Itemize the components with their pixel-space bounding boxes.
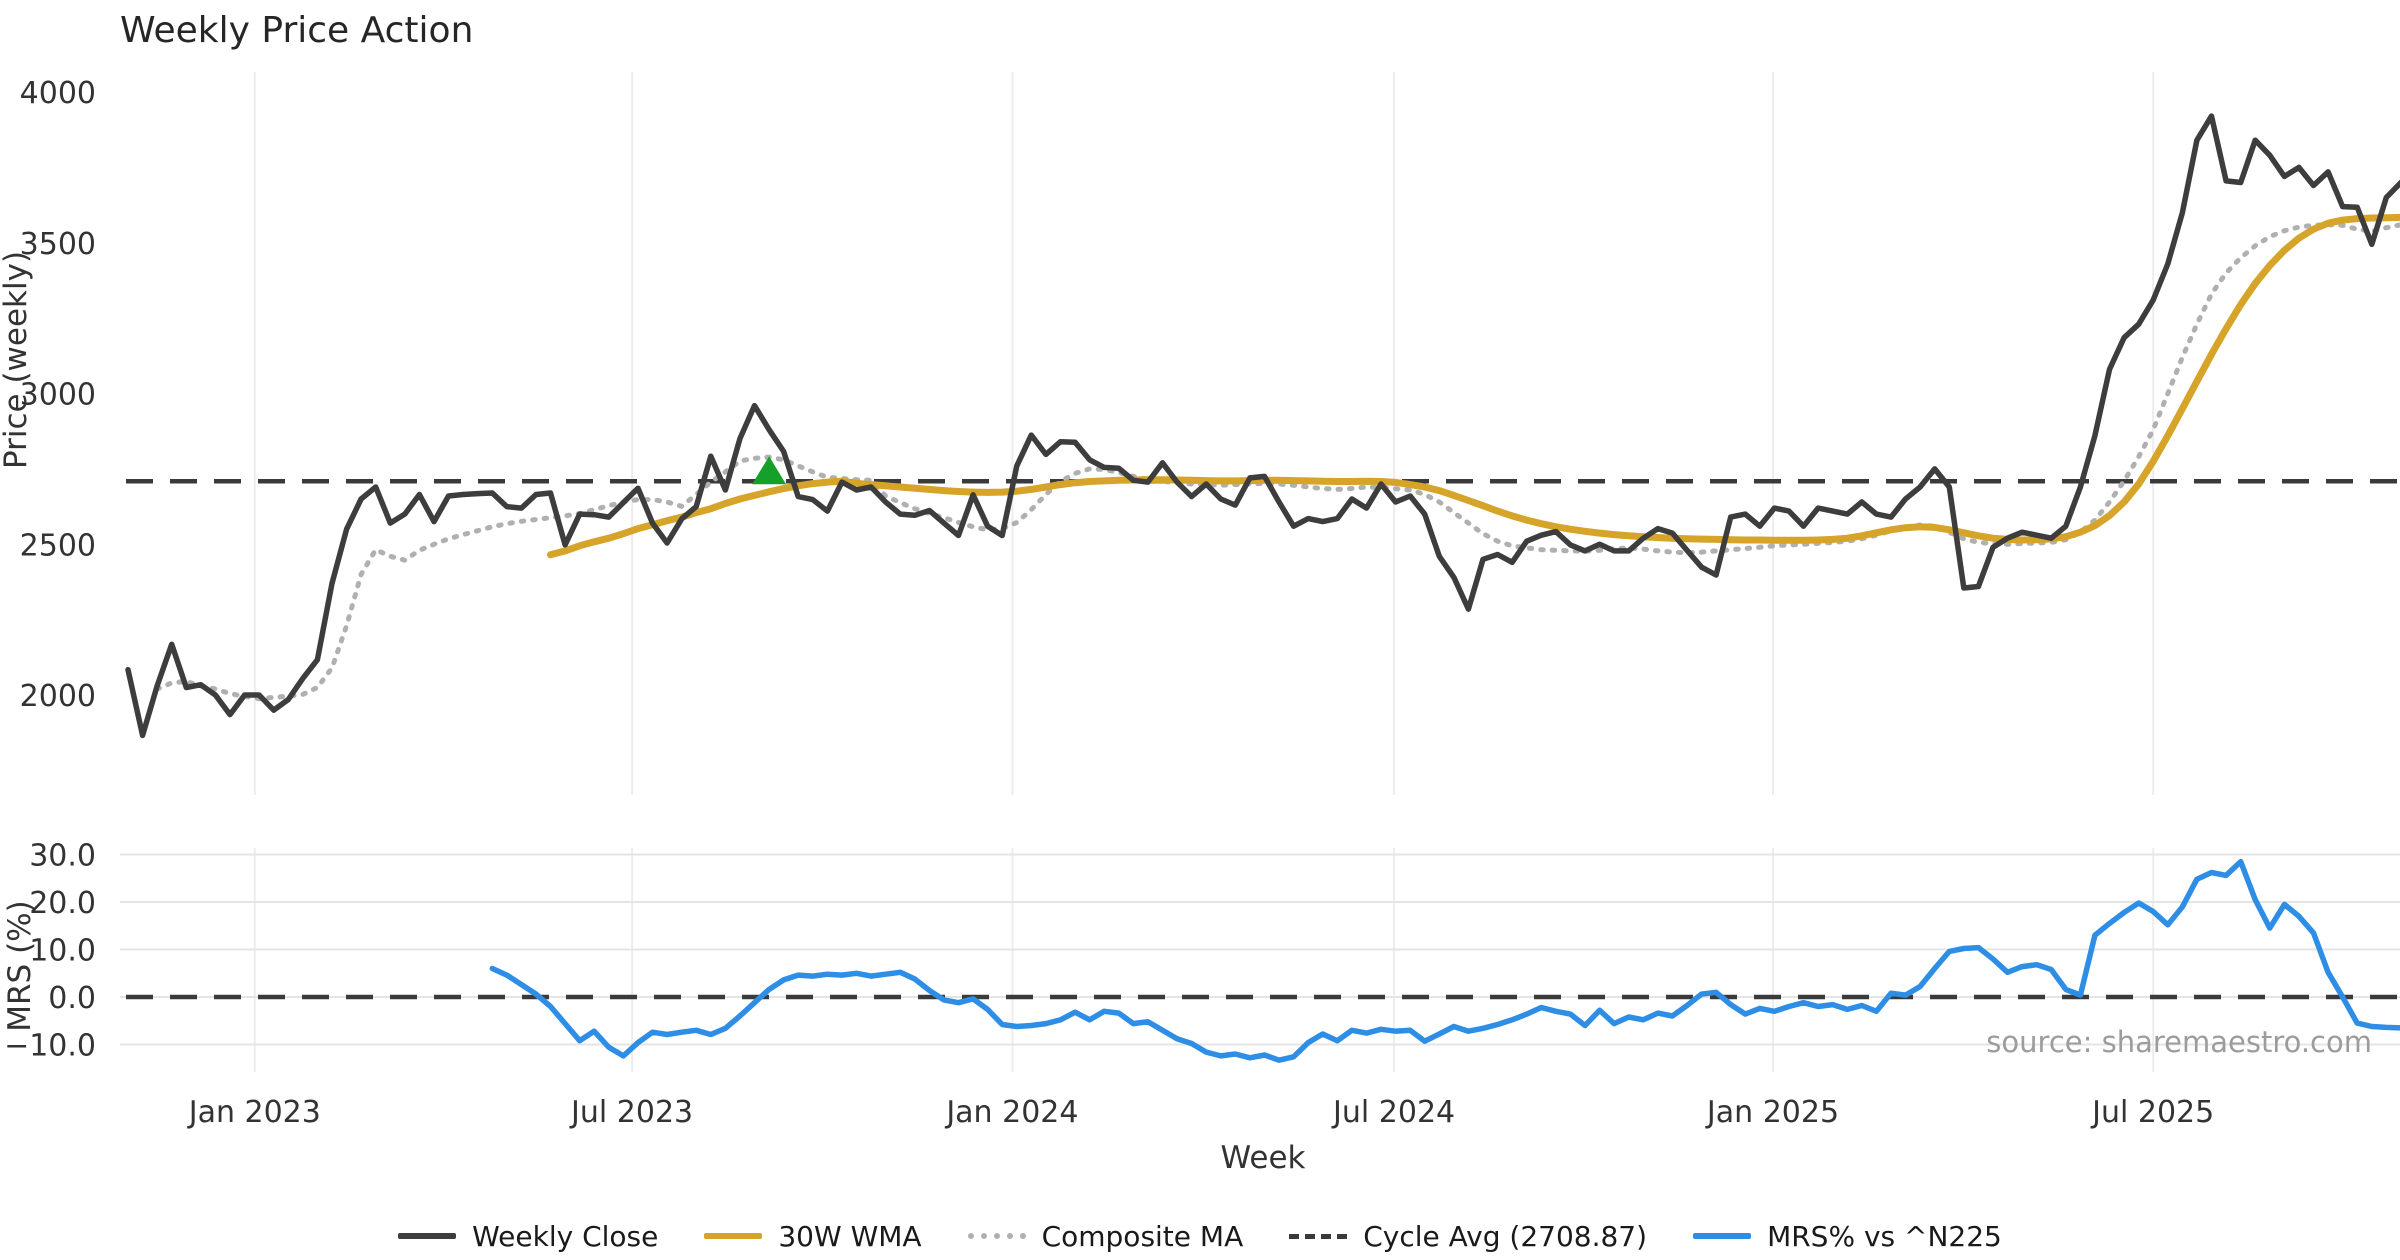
mrs-tick-label: 0.0	[48, 981, 96, 1016]
source-note: source: sharemaestro.com	[1986, 1025, 2372, 1059]
legend-label: 30W WMA	[778, 1219, 922, 1253]
composite-ma-line	[154, 222, 2400, 702]
x-tick-label: Jul 2023	[569, 1095, 693, 1130]
legend-label: Cycle Avg (2708.87)	[1363, 1219, 1648, 1253]
grid-layer	[120, 72, 2400, 1072]
solid-line-swatch-icon	[398, 1233, 457, 1239]
mrs-axis-title: MRS (%)	[2, 900, 38, 1031]
x-tick-label: Jan 2023	[187, 1095, 321, 1130]
legend-label: MRS% vs ^N225	[1767, 1219, 2002, 1253]
legend-item-mrs-vs-n225: MRS% vs ^N225	[1693, 1220, 2002, 1253]
tick-label-layer: Jan 2023 Jul 2023 Jan 2024 Jul 2024 Jan 2025…	[4, 76, 2214, 1130]
price-tick-label: 3500	[20, 227, 96, 262]
series-layer	[125, 113, 2400, 1063]
mrs-tick-label: 20.0	[29, 886, 96, 921]
mrs-tick-label: 10.0	[29, 934, 96, 969]
legend-item-cycle-avg-2708-87-: Cycle Avg (2708.87)	[1289, 1220, 1647, 1253]
legend-label: Composite MA	[1041, 1219, 1244, 1253]
mrs-line	[489, 858, 2400, 1063]
legend-label: Weekly Close	[472, 1219, 659, 1253]
price-tick-label: 3000	[20, 378, 96, 413]
price-tick-label: 2500	[20, 528, 96, 563]
price-axis-title: Price (weekly)	[0, 251, 34, 469]
solid-line-swatch-icon	[704, 1233, 763, 1239]
chart-legend: Weekly Close 30W WMA Composite MA Cycle Avg…	[0, 1212, 2400, 1260]
mrs-tick-label: 30.0	[29, 839, 96, 874]
x-tick-label: Jan 2025	[1705, 1095, 1839, 1130]
chart-title: Weekly Price Action	[120, 10, 473, 51]
wma-line	[547, 213, 2400, 559]
legend-item-30w-wma: 30W WMA	[704, 1219, 922, 1253]
dotted-line-swatch-icon	[967, 1233, 1026, 1239]
buy-signal-triangle-marker	[752, 456, 787, 485]
weekly-close-line	[125, 113, 2400, 739]
x-tick-label: Jul 2024	[1331, 1095, 1455, 1130]
x-tick-label: Jul 2025	[2090, 1095, 2214, 1130]
x-axis-title: Week	[1221, 1140, 1306, 1176]
legend-item-composite-ma: Composite MA	[967, 1219, 1244, 1253]
mrs-tick-label: −10.0	[4, 1029, 96, 1064]
price-tick-label: 2000	[20, 679, 96, 714]
price-tick-label: 4000	[20, 76, 96, 111]
legend-item-weekly-close: Weekly Close	[398, 1220, 658, 1253]
dashed-line-swatch-icon	[1289, 1233, 1348, 1239]
x-tick-label: Jan 2024	[944, 1095, 1078, 1130]
solid-line-swatch-icon	[1693, 1233, 1752, 1239]
